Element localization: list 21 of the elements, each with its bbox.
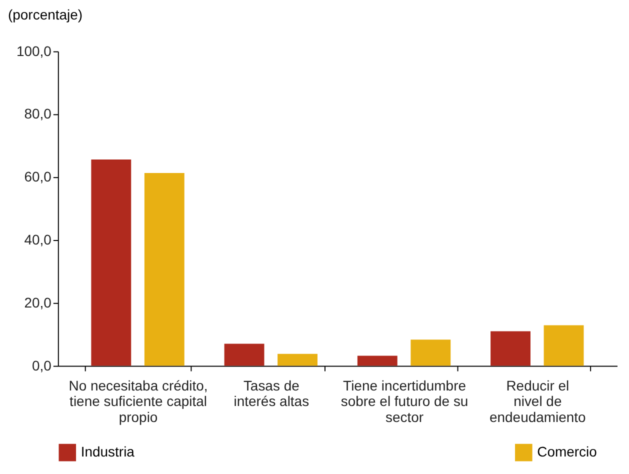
bar: [490, 331, 530, 366]
bar: [278, 354, 318, 366]
legend-label: Industria: [80, 444, 135, 460]
y-tick-label: 40,0: [24, 231, 52, 248]
bar: [91, 159, 132, 366]
x-tick-label: Reducir el nivel de endeudamiento: [489, 377, 586, 426]
y-tick-label: 0,0: [32, 357, 52, 374]
x-tick-label: No necesitaba crédito, tiene suficiente capital propio: [68, 377, 208, 426]
x-tick-label: Tasas de interés altas: [234, 377, 310, 410]
bar: [144, 173, 184, 366]
x-tick-label: Tiene incertidumbre sobre el futuro de su sector: [340, 377, 468, 426]
bar: [544, 325, 584, 366]
bar: [410, 340, 451, 366]
y-axis-title: (porcentaje): [8, 6, 83, 22]
bar: [224, 344, 264, 366]
y-tick-label: 80,0: [24, 106, 52, 122]
bar: [357, 356, 398, 366]
legend-label: Comercio: [537, 444, 598, 460]
y-tick-label: 100,0: [16, 42, 52, 59]
y-tick-label: 20,0: [24, 294, 52, 310]
y-tick-label: 60,0: [24, 168, 52, 185]
